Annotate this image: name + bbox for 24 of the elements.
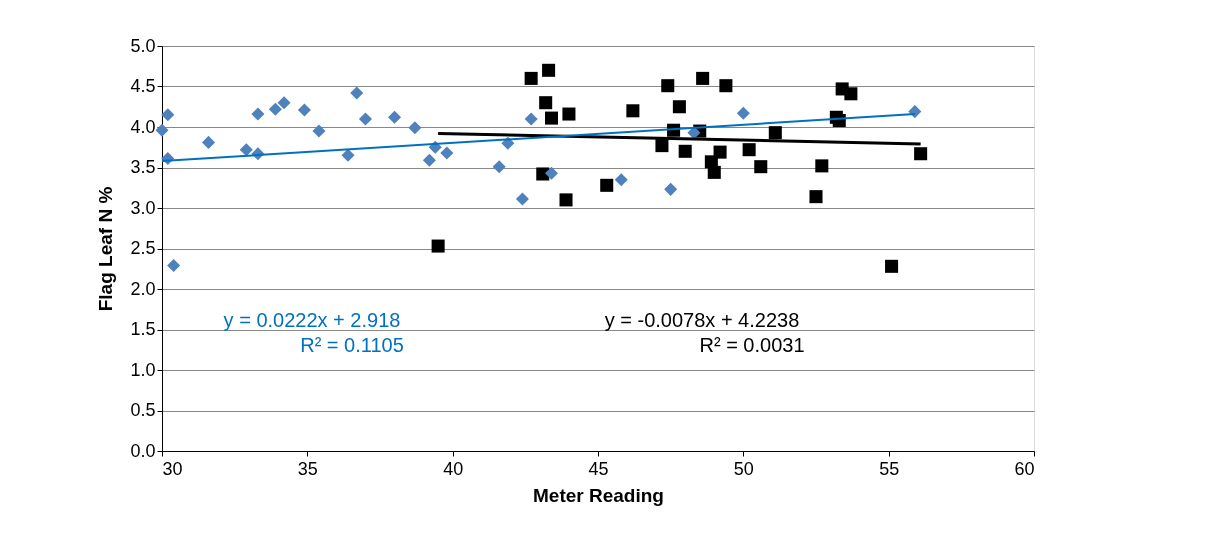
annotation: y = 0.0222x + 2.918: [223, 309, 401, 331]
x-tick-label: 55: [879, 458, 900, 479]
x-tick-label: 40: [443, 458, 464, 479]
x-tick-label: 45: [588, 458, 609, 479]
annotation: R² = 0.1105: [300, 334, 404, 356]
y-tick-label: 5.0: [130, 35, 156, 56]
y-tick-label: 4.5: [130, 76, 156, 96]
annotation: y = -0.0078x + 4.2238: [604, 309, 800, 331]
y-tick-label: 1.0: [130, 359, 156, 380]
x-tick-label: 35: [297, 458, 318, 479]
y-tick-label: 3.5: [130, 157, 156, 177]
x-tick-label: 60: [1014, 458, 1035, 479]
x-axis-title: Meter Reading: [533, 484, 664, 506]
x-tick-label: 50: [733, 458, 754, 479]
y-axis-title: Flag Leaf N %: [95, 186, 117, 312]
y-tick-label: 0.5: [130, 400, 156, 420]
annotation: R² = 0.0031: [699, 334, 805, 356]
y-tick-label: 2.5: [130, 238, 156, 258]
y-tick-label: 2.0: [130, 278, 156, 299]
x-tick-label: 30: [162, 458, 183, 479]
y-tick-label: 1.5: [130, 319, 156, 339]
y-tick-label: 4.0: [130, 116, 156, 137]
y-tick-label: 0.0: [130, 440, 156, 461]
y-tick-label: 3.0: [130, 197, 156, 218]
